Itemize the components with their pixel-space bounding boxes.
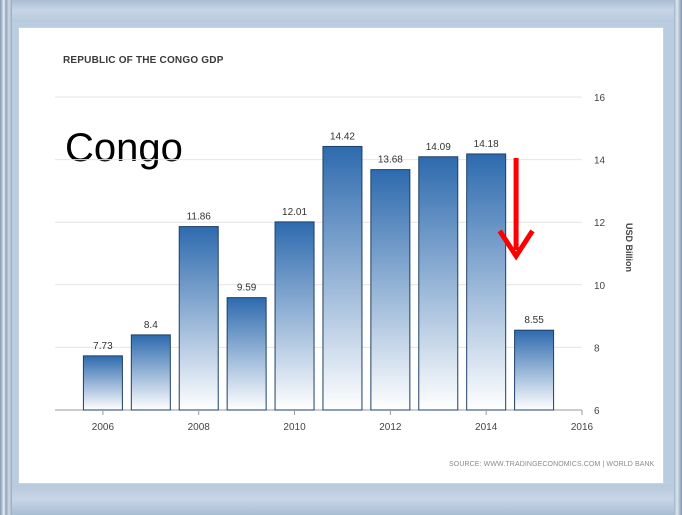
annotation-arrow-head — [497, 229, 535, 261]
x-tick-label: 2012 — [379, 422, 402, 433]
overlay-country-label: Congo — [65, 126, 183, 170]
gdp-bar-chart: 6 8 10 12 14 16 7.73 8.4 11.86 9.59 12.01 14.42 13.6… — [55, 93, 634, 433]
window-frame-top — [12, 0, 674, 22]
data-label: 11.86 — [187, 212, 212, 223]
bar — [418, 156, 459, 411]
bar — [130, 334, 171, 411]
window-frame-right — [674, 0, 682, 515]
y-axis-title: USD Billion — [624, 223, 634, 272]
data-label: 8.55 — [524, 315, 544, 326]
chart-title: REPUBLIC OF THE CONGO GDP — [63, 55, 224, 66]
bar — [82, 355, 123, 411]
x-tick-label: 2010 — [283, 422, 306, 433]
bar — [178, 226, 219, 411]
y-tick-label: 12 — [594, 218, 606, 229]
chart-panel: REPUBLIC OF THE CONGO GDP Congo 6 8 10 12 14… — [18, 27, 664, 484]
bar — [466, 153, 507, 411]
data-label: 12.01 — [282, 207, 307, 218]
data-label: 14.09 — [426, 142, 451, 153]
y-tick-label: 6 — [594, 406, 600, 417]
data-label: 13.68 — [378, 155, 403, 166]
bar — [226, 297, 267, 411]
window-frame-bottom — [12, 485, 674, 515]
bar — [322, 145, 363, 411]
bar — [370, 169, 411, 411]
y-tick-label: 16 — [594, 93, 606, 104]
bar — [514, 329, 555, 411]
source-note: SOURCE: WWW.TRADINGECONOMICS.COM | WORLD… — [449, 461, 655, 468]
x-tick-label: 2016 — [571, 422, 594, 433]
bar — [274, 221, 315, 411]
y-tick-label: 14 — [594, 156, 606, 167]
y-tick-label: 10 — [594, 281, 606, 292]
x-tick-label: 2008 — [188, 422, 211, 433]
data-label: 8.4 — [144, 320, 158, 331]
data-label: 9.59 — [237, 283, 257, 294]
window-frame-left — [0, 0, 12, 515]
y-tick-label: 8 — [594, 343, 600, 354]
data-label: 14.42 — [330, 131, 355, 142]
x-tick-label: 2006 — [92, 422, 115, 433]
x-tick-label: 2014 — [475, 422, 498, 433]
data-label: 7.73 — [93, 341, 113, 352]
data-label: 14.18 — [474, 139, 499, 150]
